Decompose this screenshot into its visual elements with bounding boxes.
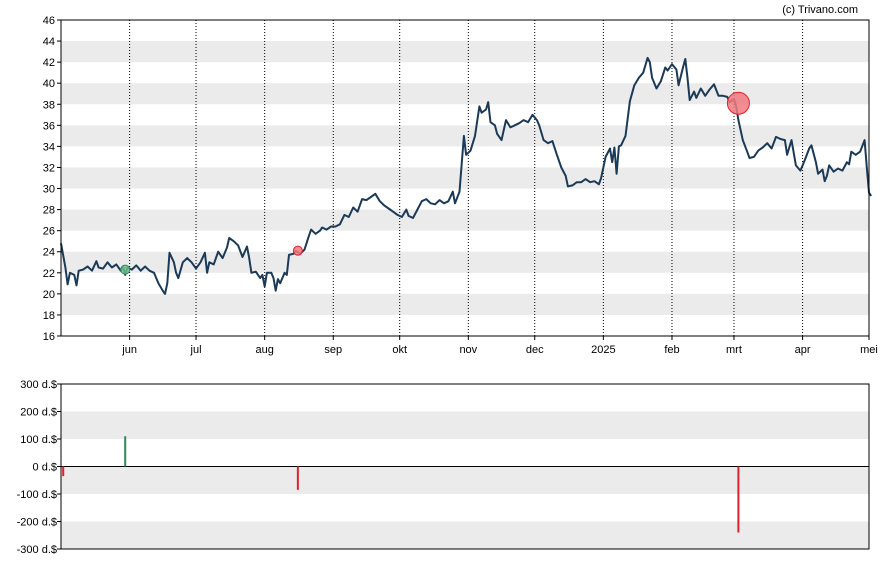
price-y-tick-label: 38 xyxy=(43,99,55,111)
price-bands xyxy=(61,41,869,315)
price-y-axis: 16 18 20 22 24 26 28 30 32 34 36 38 40 42 44 46 xyxy=(43,15,61,343)
price-band xyxy=(61,293,869,315)
price-band xyxy=(61,83,869,105)
volume-band xyxy=(61,466,869,494)
x-tick-label: nov xyxy=(459,344,477,356)
price-y-tick-label: 22 xyxy=(43,268,55,280)
price-y-tick-label: 46 xyxy=(43,15,55,27)
price-y-tick-label: 20 xyxy=(43,289,55,301)
x-tick-label: jun xyxy=(121,344,137,356)
volume-y-tick-label: 100 d.$ xyxy=(20,434,57,446)
price-y-tick-label: 40 xyxy=(43,78,55,90)
price-y-tick-label: 26 xyxy=(43,226,55,238)
trade-markers xyxy=(120,91,750,275)
price-y-tick-label: 16 xyxy=(43,331,55,343)
x-tick-label: jul xyxy=(190,344,202,356)
price-panel: 16 18 20 22 24 26 28 30 32 34 36 38 40 42 44 46 jun jul a… xyxy=(43,15,878,356)
sell-marker xyxy=(292,245,303,256)
price-y-tick-label: 24 xyxy=(43,247,55,259)
price-band xyxy=(61,41,869,63)
x-tick-label: dec xyxy=(526,344,544,356)
volume-y-axis: 300 d.$ 200 d.$ 100 d.$ 0 d.$ -100 d.$ -200 d… xyxy=(17,379,61,556)
price-y-tick-label: 18 xyxy=(43,310,55,322)
volume-y-tick-label: 300 d.$ xyxy=(20,379,57,391)
insider-volume-panel: 300 d.$ 200 d.$ 100 d.$ 0 d.$ -100 d.$ -200 d… xyxy=(17,379,870,556)
credit-label: (c) Trivano.com xyxy=(782,4,858,16)
volume-band xyxy=(61,411,869,439)
x-tick-label: mei xyxy=(860,344,878,356)
price-band xyxy=(61,167,869,189)
x-tick-label: okt xyxy=(392,344,407,356)
price-y-tick-label: 28 xyxy=(43,205,55,217)
x-tick-label: apr xyxy=(795,344,811,356)
x-tick-label: feb xyxy=(664,344,679,356)
x-tick-label: mrt xyxy=(726,344,742,356)
x-tick-label: sep xyxy=(324,344,342,356)
price-x-axis: jun jul aug sep okt nov dec 2025 feb mrt apr mei xyxy=(121,336,878,356)
buy-marker xyxy=(120,264,131,275)
x-tick-label: aug xyxy=(255,344,273,356)
volume-band xyxy=(61,521,869,549)
volume-bars xyxy=(62,436,740,533)
volume-bands xyxy=(61,411,869,549)
price-band xyxy=(61,251,869,273)
price-series-line xyxy=(60,56,873,295)
price-y-tick-label: 30 xyxy=(43,184,55,196)
volume-y-tick-label: -100 d.$ xyxy=(17,489,57,501)
price-y-tick-label: 44 xyxy=(43,36,55,48)
price-band xyxy=(61,125,869,147)
price-panel-frame xyxy=(60,19,870,337)
volume-y-tick-label: -200 d.$ xyxy=(17,517,57,529)
x-tick-label: 2025 xyxy=(591,344,615,356)
price-y-tick-label: 36 xyxy=(43,120,55,132)
volume-y-tick-label: 200 d.$ xyxy=(20,407,57,419)
price-y-tick-label: 32 xyxy=(43,162,55,174)
price-y-tick-label: 34 xyxy=(43,141,55,153)
sell-marker xyxy=(726,91,750,115)
volume-y-tick-label: 0 d.$ xyxy=(33,462,57,474)
price-y-tick-label: 42 xyxy=(43,57,55,69)
volume-y-tick-label: -300 d.$ xyxy=(17,544,57,556)
volume-panel-frame xyxy=(60,383,870,550)
price-band xyxy=(61,209,869,231)
